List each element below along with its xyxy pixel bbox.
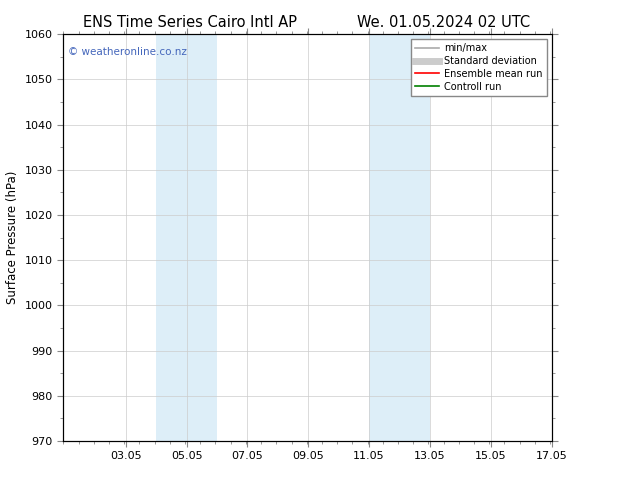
Text: ENS Time Series Cairo Intl AP: ENS Time Series Cairo Intl AP xyxy=(83,15,297,30)
Text: We. 01.05.2024 02 UTC: We. 01.05.2024 02 UTC xyxy=(357,15,531,30)
Bar xyxy=(156,34,217,441)
Y-axis label: Surface Pressure (hPa): Surface Pressure (hPa) xyxy=(6,171,19,304)
Bar xyxy=(369,34,430,441)
Text: © weatheronline.co.nz: © weatheronline.co.nz xyxy=(68,47,187,56)
Legend: min/max, Standard deviation, Ensemble mean run, Controll run: min/max, Standard deviation, Ensemble me… xyxy=(411,39,547,96)
